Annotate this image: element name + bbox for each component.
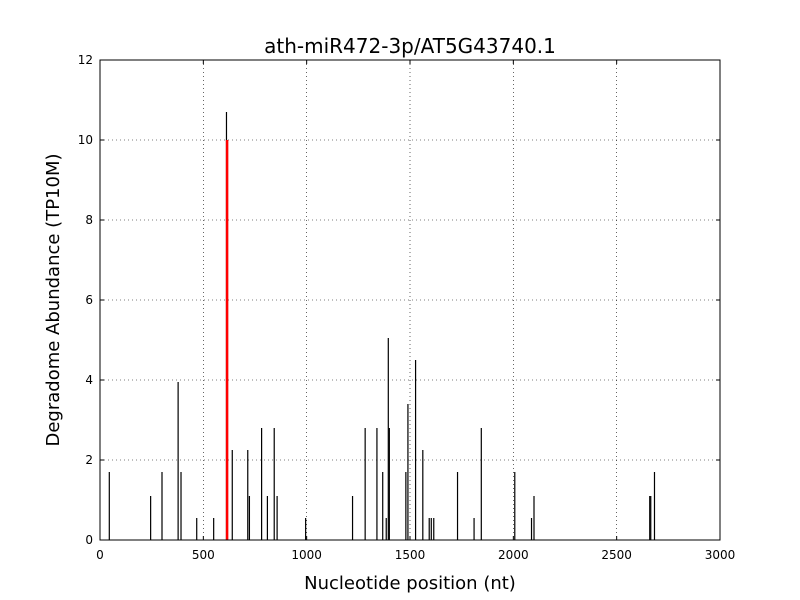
y-tick-label: 6 [85, 293, 93, 307]
x-tick-label: 1000 [291, 548, 322, 562]
y-tick-label: 2 [85, 453, 93, 467]
chart-title: ath-miR472-3p/AT5G43740.1 [264, 34, 556, 58]
y-axis: 0 2 4 6 8 10 12 [78, 53, 720, 547]
x-tick-label: 3000 [705, 548, 736, 562]
x-tick-label: 2500 [601, 548, 632, 562]
x-tick-label: 2000 [498, 548, 529, 562]
x-tick-label: 1500 [395, 548, 426, 562]
y-tick-label: 0 [85, 533, 93, 547]
y-axis-title: Degradome Abundance (TP10M) [43, 153, 64, 446]
x-axis: 0 500 1000 1500 2000 2500 3000 [96, 60, 735, 562]
bars [108, 112, 656, 540]
y-tick-label: 10 [78, 133, 93, 147]
y-tick-label: 4 [85, 373, 93, 387]
grid-lines [100, 60, 720, 540]
y-tick-label: 12 [78, 53, 93, 67]
x-tick-label: 0 [96, 548, 104, 562]
x-axis-title: Nucleotide position (nt) [304, 573, 516, 594]
x-tick-label: 500 [192, 548, 215, 562]
y-tick-label: 8 [85, 213, 93, 227]
